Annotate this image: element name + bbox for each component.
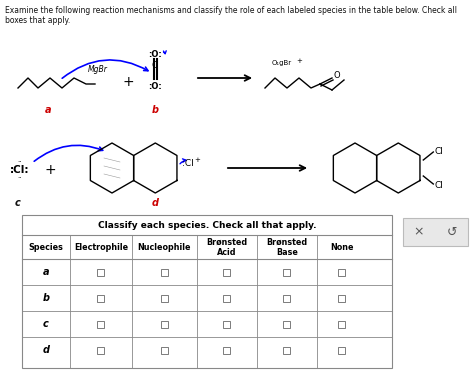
Text: ··: ·· bbox=[18, 159, 22, 165]
Text: Cl: Cl bbox=[434, 181, 443, 189]
Bar bbox=[403, 218, 468, 246]
Bar bbox=[283, 347, 291, 354]
Text: :Cl: :Cl bbox=[182, 160, 194, 169]
Text: Cl: Cl bbox=[434, 147, 443, 156]
Bar bbox=[98, 320, 104, 327]
Text: +: + bbox=[122, 75, 134, 89]
Text: +: + bbox=[194, 157, 200, 163]
Text: c: c bbox=[43, 319, 49, 329]
Bar bbox=[224, 269, 230, 276]
Text: None: None bbox=[330, 242, 354, 251]
Text: Brønsted
Base: Brønsted Base bbox=[266, 237, 308, 257]
Text: d: d bbox=[152, 198, 159, 208]
Text: +: + bbox=[296, 58, 302, 64]
FancyArrowPatch shape bbox=[164, 51, 166, 54]
Bar bbox=[283, 295, 291, 301]
Bar bbox=[22, 215, 392, 368]
Text: :O:: :O: bbox=[148, 50, 162, 59]
Text: b: b bbox=[152, 105, 158, 115]
Text: Electrophile: Electrophile bbox=[74, 242, 128, 251]
Text: d: d bbox=[43, 345, 49, 355]
Bar bbox=[338, 347, 346, 354]
Bar bbox=[338, 295, 346, 301]
Text: C: C bbox=[152, 60, 158, 69]
Bar bbox=[224, 320, 230, 327]
Text: Species: Species bbox=[28, 242, 64, 251]
FancyArrowPatch shape bbox=[62, 60, 148, 78]
Text: O₁gBr: O₁gBr bbox=[272, 60, 292, 66]
Text: ↺: ↺ bbox=[447, 226, 457, 238]
FancyArrowPatch shape bbox=[180, 159, 186, 164]
Bar bbox=[338, 269, 346, 276]
Bar bbox=[161, 320, 168, 327]
Text: b: b bbox=[43, 293, 49, 303]
Text: Examine the following reaction mechanisms and classify the role of each labeled : Examine the following reaction mechanism… bbox=[5, 6, 457, 25]
Bar bbox=[224, 295, 230, 301]
Bar bbox=[283, 269, 291, 276]
Text: ×: × bbox=[414, 226, 424, 238]
Bar bbox=[224, 347, 230, 354]
Bar bbox=[161, 295, 168, 301]
Text: Classify each species. Check all that apply.: Classify each species. Check all that ap… bbox=[98, 220, 316, 229]
Bar bbox=[98, 347, 104, 354]
FancyArrowPatch shape bbox=[34, 145, 103, 161]
Text: +: + bbox=[44, 163, 56, 177]
Text: a: a bbox=[45, 105, 51, 115]
Text: :O:: :O: bbox=[148, 82, 162, 91]
Bar bbox=[98, 295, 104, 301]
Text: MgBr: MgBr bbox=[88, 65, 108, 74]
Text: Nucleophile: Nucleophile bbox=[138, 242, 191, 251]
Text: Brønsted
Acid: Brønsted Acid bbox=[207, 237, 247, 257]
Text: a: a bbox=[43, 267, 49, 277]
Bar bbox=[338, 320, 346, 327]
Text: O: O bbox=[334, 70, 341, 79]
Bar bbox=[161, 347, 168, 354]
Text: :Cl:: :Cl: bbox=[10, 165, 30, 175]
Text: c: c bbox=[15, 198, 21, 208]
Bar bbox=[283, 320, 291, 327]
Bar bbox=[161, 269, 168, 276]
Text: ··: ·· bbox=[18, 175, 22, 181]
Bar bbox=[98, 269, 104, 276]
